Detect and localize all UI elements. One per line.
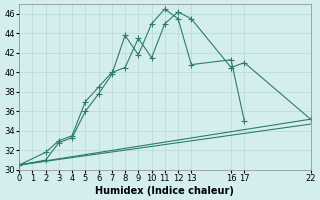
- X-axis label: Humidex (Indice chaleur): Humidex (Indice chaleur): [95, 186, 234, 196]
